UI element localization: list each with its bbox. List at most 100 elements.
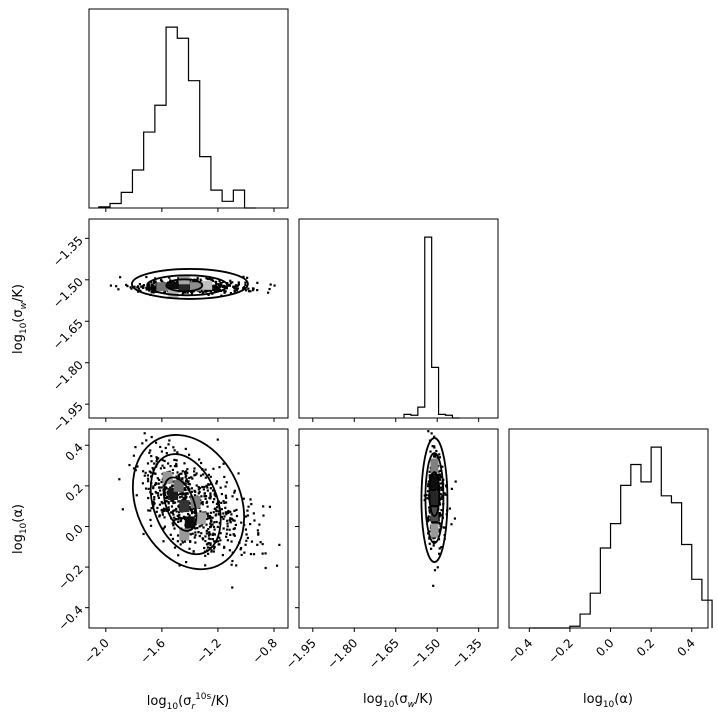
sample-point — [118, 478, 121, 481]
xlabel-log-sigma-r: log10(σr10s/K) — [147, 692, 229, 712]
sample-point — [237, 472, 240, 475]
sample-point — [434, 505, 437, 508]
sample-point — [268, 287, 271, 291]
sample-point — [257, 532, 260, 535]
sample-point — [433, 521, 437, 524]
sample-point — [141, 285, 144, 288]
sample-point — [236, 498, 239, 501]
sample-point — [197, 492, 200, 495]
sample-point — [160, 481, 163, 484]
sample-point — [195, 484, 198, 487]
sample-point — [172, 524, 175, 527]
sample-point — [153, 483, 157, 486]
sample-point — [431, 522, 434, 525]
sample-point — [433, 446, 436, 449]
sample-point — [181, 470, 184, 473]
sample-point — [219, 284, 223, 287]
sample-point — [433, 489, 437, 492]
sample-point — [253, 519, 256, 522]
sample-point — [177, 516, 180, 519]
sample-point — [440, 496, 443, 499]
sample-point — [178, 564, 181, 567]
sample-point — [153, 280, 156, 283]
sample-point — [177, 282, 180, 285]
sample-point — [221, 285, 224, 289]
sample-point — [206, 486, 209, 489]
sample-point — [164, 486, 168, 489]
sample-point — [121, 508, 124, 511]
sample-point — [215, 520, 218, 524]
sample-point — [190, 511, 194, 515]
sample-point — [229, 517, 232, 520]
sample-point — [233, 509, 236, 512]
sample-point — [226, 284, 230, 287]
sample-point — [192, 507, 196, 510]
sample-point — [194, 527, 197, 530]
sample-point — [138, 282, 142, 286]
sample-point — [220, 515, 224, 519]
contour-line — [424, 452, 445, 544]
sample-point — [181, 541, 184, 544]
sample-point — [161, 280, 164, 283]
sample-point — [158, 503, 162, 506]
sample-point — [201, 485, 204, 489]
sample-point — [150, 506, 153, 510]
sample-point — [198, 534, 201, 538]
sample-point — [129, 286, 132, 289]
sample-point — [200, 501, 203, 505]
sample-point — [163, 493, 167, 497]
sample-point — [213, 492, 216, 495]
sample-point — [273, 284, 276, 287]
sample-point — [167, 506, 170, 509]
sample-point — [182, 496, 185, 499]
sample-point — [217, 510, 220, 513]
sample-point — [219, 532, 222, 535]
sample-point — [144, 471, 147, 474]
sample-point — [154, 472, 157, 475]
sample-point — [204, 468, 207, 471]
sample-point — [198, 487, 202, 490]
panel-joint-log-sigma-r-vs-log-alpha: −2.0 −1.6 −1.2 −0.8 0.4 0.2 0.0 −0.2 −0.4 — [55, 428, 289, 666]
sample-point — [225, 528, 229, 531]
histogram-step — [529, 446, 713, 629]
sample-point — [152, 485, 155, 488]
sample-point — [231, 281, 234, 284]
sample-point — [204, 564, 207, 567]
sample-point — [208, 532, 211, 535]
sample-point — [184, 470, 188, 473]
sample-point — [250, 503, 253, 506]
sample-point — [239, 548, 242, 551]
x-tick-label: −0.4 — [505, 636, 536, 667]
sample-point — [227, 511, 230, 515]
sample-point — [142, 532, 145, 536]
sample-point — [205, 517, 208, 521]
y-tick-label: −1.65 — [50, 316, 86, 352]
sample-point — [207, 527, 210, 531]
sample-point — [213, 521, 216, 524]
sample-point — [257, 533, 260, 536]
sample-point — [177, 475, 180, 478]
sample-point — [245, 533, 248, 536]
sample-point — [209, 278, 212, 281]
sample-point — [268, 505, 272, 508]
sample-point — [207, 534, 211, 537]
sample-point — [440, 482, 443, 485]
sample-point — [215, 480, 219, 483]
sample-point — [226, 282, 229, 285]
y-tick-label: 0.2 — [63, 481, 86, 504]
sample-point — [193, 536, 196, 539]
sample-point — [135, 494, 138, 497]
sample-point — [184, 447, 187, 451]
sample-point — [185, 560, 188, 564]
sample-point — [164, 446, 167, 450]
sample-point — [426, 485, 430, 488]
sample-point — [192, 470, 196, 473]
density-cell — [190, 496, 201, 509]
sample-point — [214, 280, 217, 284]
sample-point — [432, 455, 436, 458]
sample-point — [240, 553, 243, 557]
sample-point — [147, 288, 150, 291]
sample-point — [437, 470, 440, 473]
sample-point — [150, 435, 153, 439]
sample-point — [178, 476, 181, 480]
